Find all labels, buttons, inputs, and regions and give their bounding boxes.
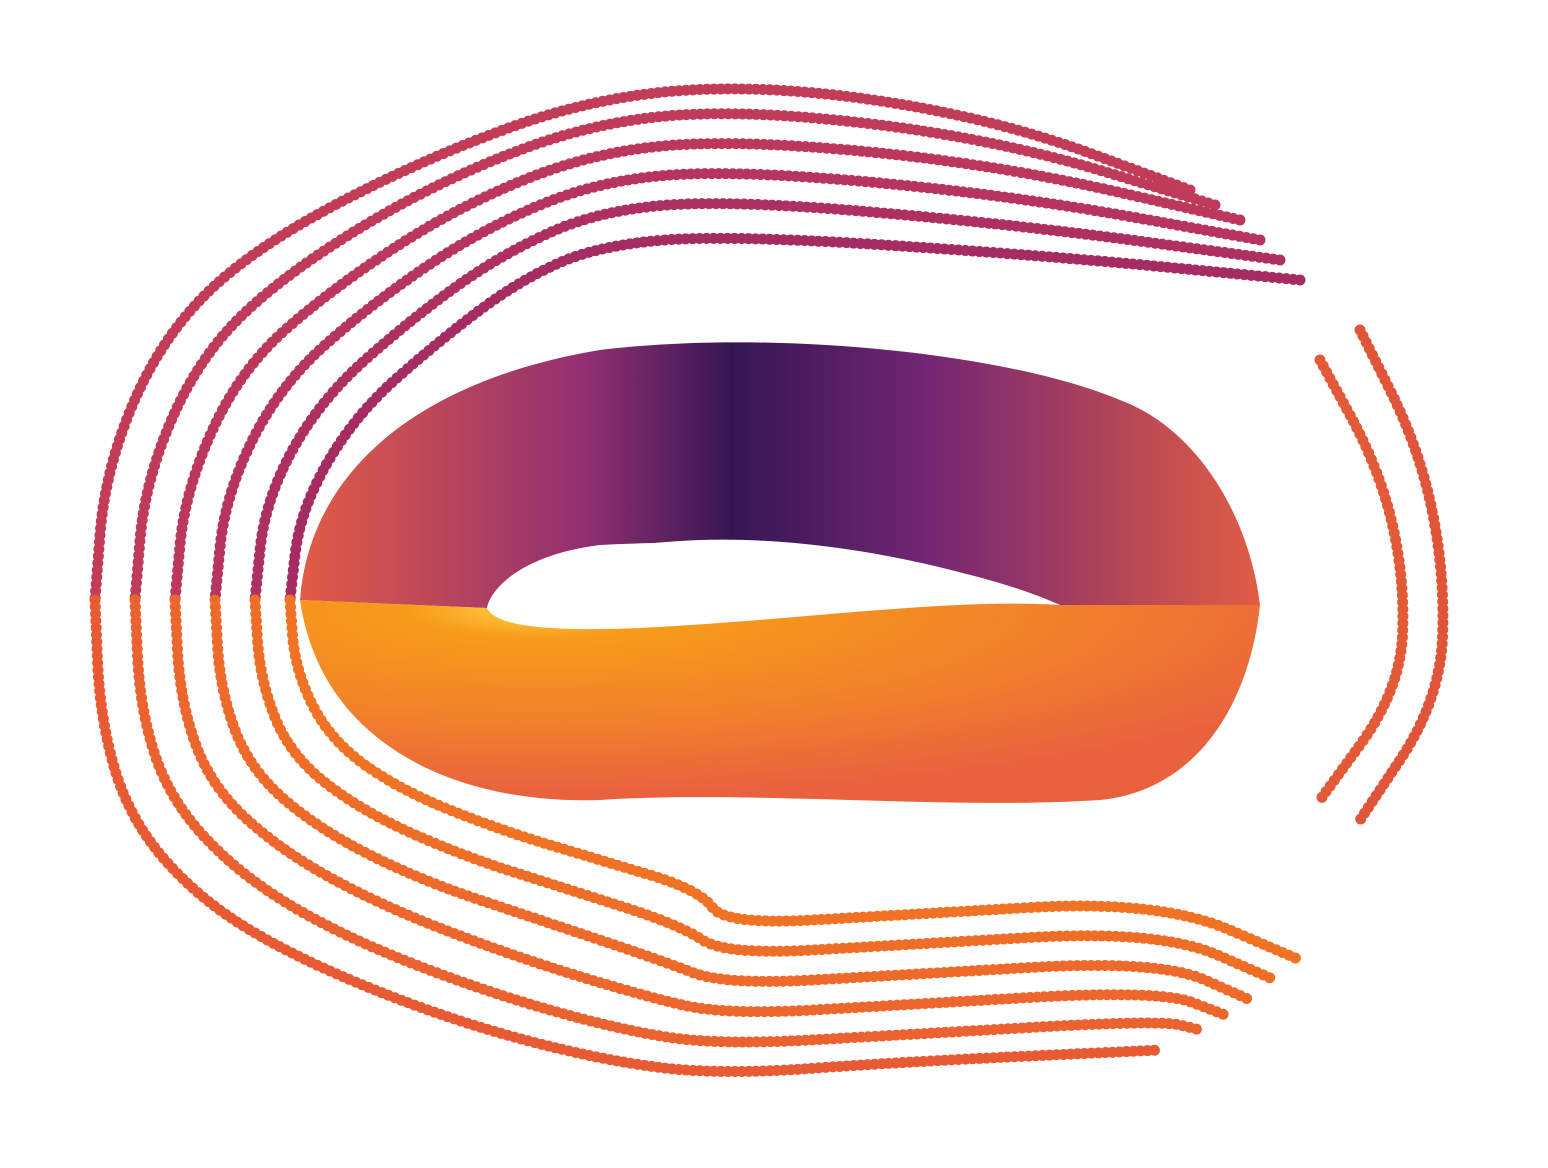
point-series [249, 198, 1286, 606]
point-series [1314, 354, 1409, 806]
point-series [89, 83, 1196, 606]
lower-field [300, 600, 1260, 803]
point-series [249, 594, 1281, 986]
point-series [169, 138, 1246, 606]
point-series [89, 594, 1166, 1078]
point-series [209, 594, 1256, 1006]
point-series [284, 232, 1306, 606]
point-series [1354, 324, 1449, 826]
point-series [209, 168, 1266, 606]
upper-field [300, 342, 1260, 608]
point-series [129, 108, 1221, 606]
point-series [169, 594, 1231, 1021]
airfoil [487, 539, 1060, 628]
point-series [284, 594, 1306, 966]
point-series [129, 594, 1206, 1048]
